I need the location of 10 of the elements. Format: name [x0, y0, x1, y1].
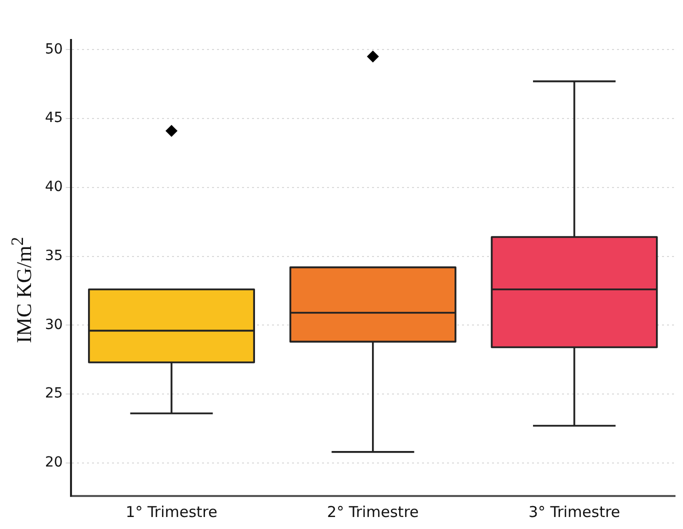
y-tick-label: 25	[44, 386, 63, 402]
y-tick-label: 50	[44, 41, 63, 58]
x-tick-label: 3° Trimestre	[528, 502, 620, 521]
y-tick-label: 35	[44, 248, 63, 264]
y-tick-label: 40	[44, 179, 63, 196]
y-tick-label: 20	[44, 454, 63, 471]
y-tick-label: 45	[44, 110, 63, 126]
x-tick-label: 1° Trimestre	[126, 502, 218, 521]
y-tick-label: 30	[44, 316, 63, 333]
x-tick-label: 2° Trimestre	[327, 502, 419, 521]
